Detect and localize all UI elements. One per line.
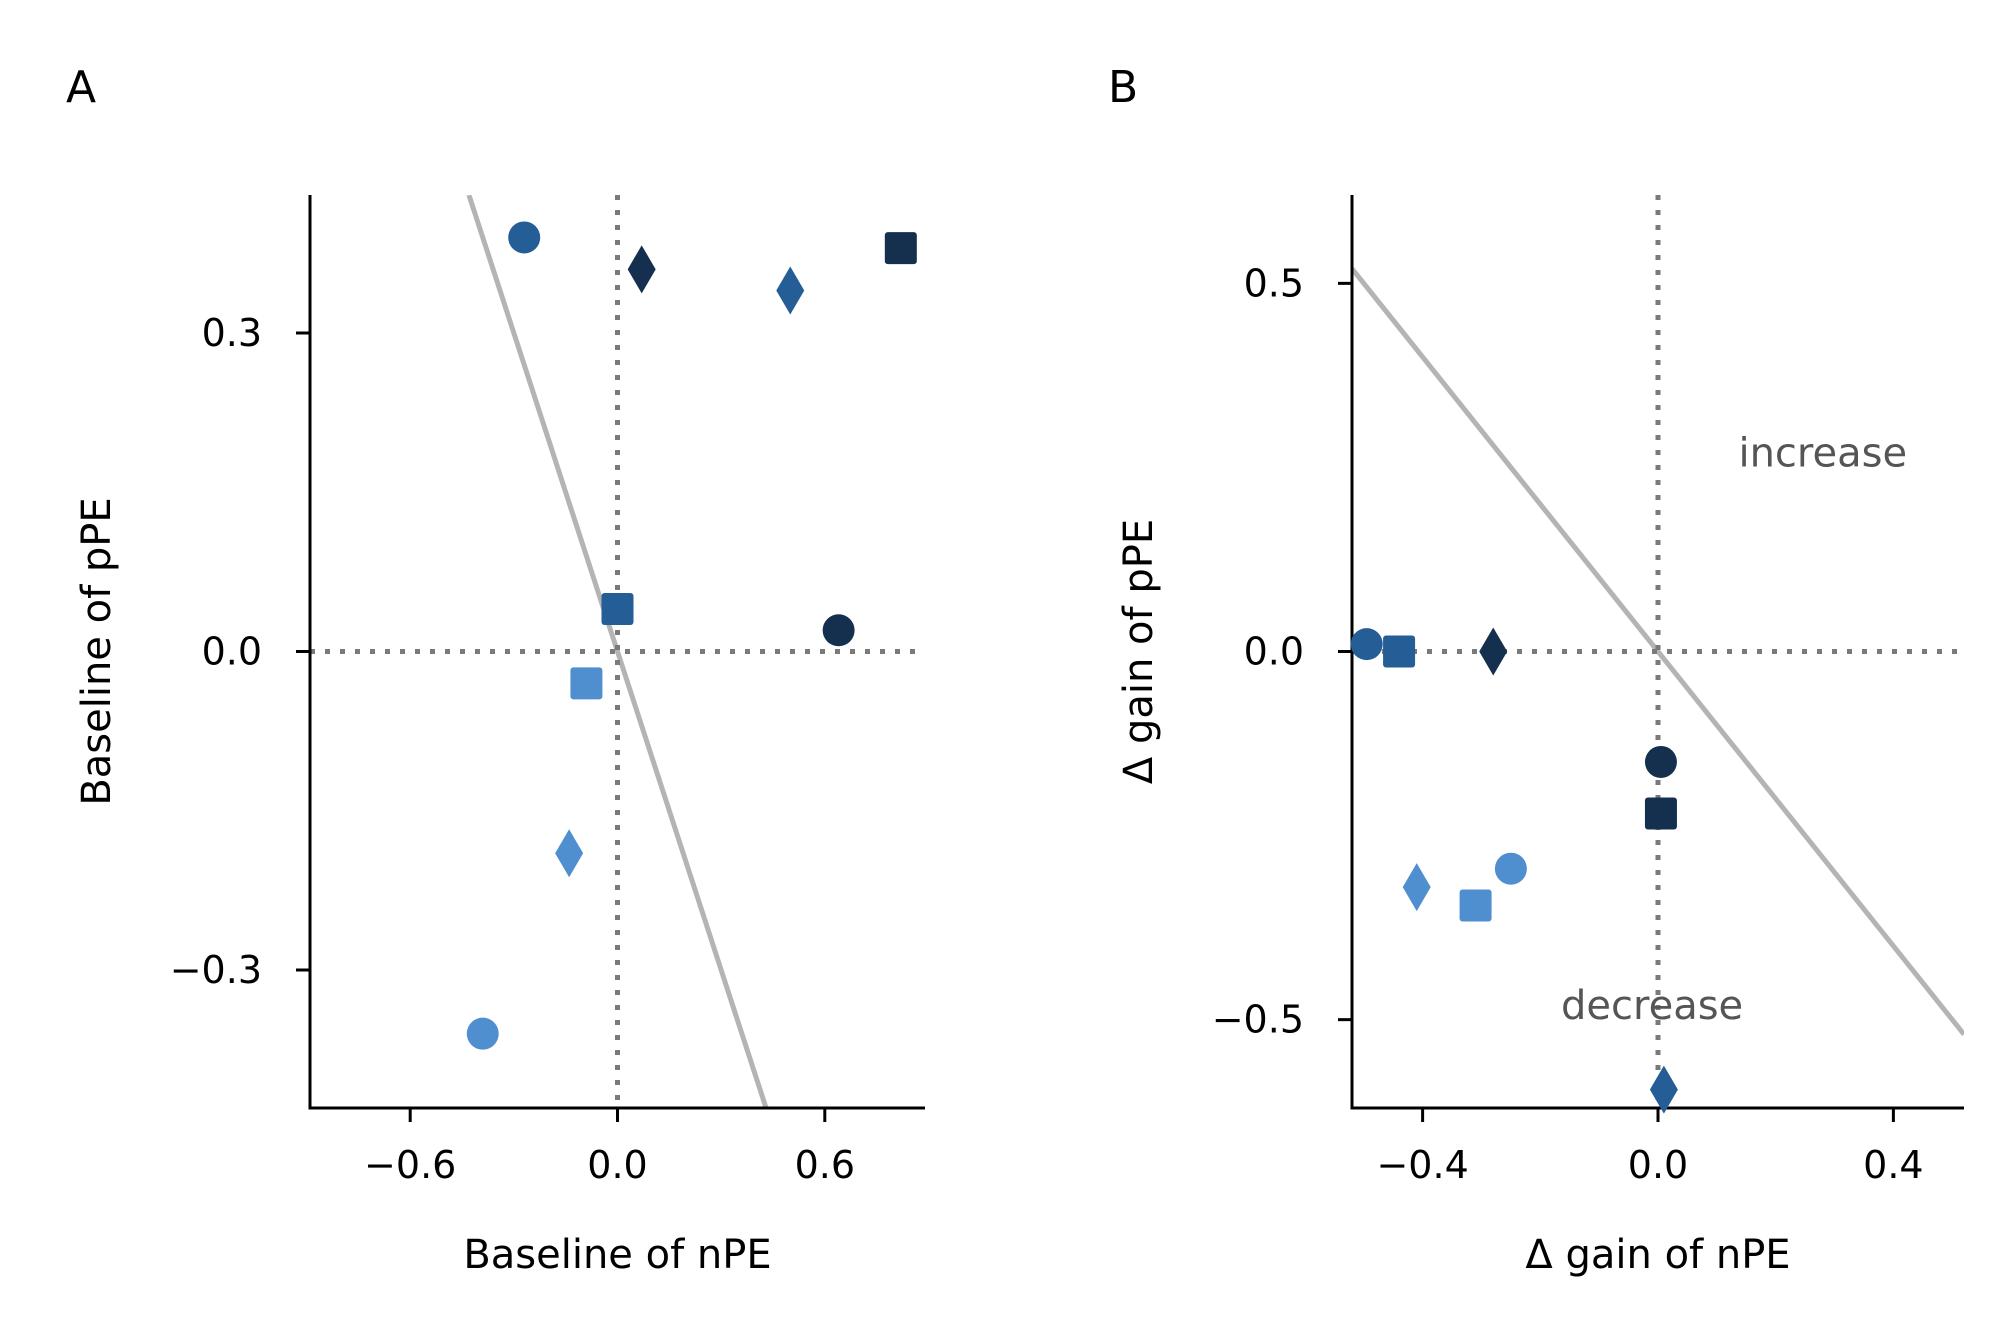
point-square (601, 593, 634, 626)
y-tick-label: 0.5 (1244, 261, 1304, 305)
y-tick-label: 0.0 (202, 630, 262, 674)
y-axis-label: Baseline of pPE (74, 497, 120, 805)
point-circle (466, 1017, 499, 1050)
x-tick-label: 0.4 (1863, 1143, 1923, 1187)
point-circle (1350, 628, 1383, 661)
point-square (1459, 889, 1492, 922)
annotation-decrease: decrease (1561, 983, 1743, 1029)
y-tick-label: −0.3 (170, 948, 262, 992)
point-square (1644, 797, 1677, 830)
point-diamond (1479, 627, 1508, 676)
panel-b: −0.4 0.0 0.4 −0.5 0.0 0.5 Δ gain of nPE Δ gain … (1116, 195, 1964, 1278)
panel-a: −0.6 0.0 0.6 −0.3 0.0 0.3 Baseline of nPE Basel… (74, 195, 925, 1278)
panel-label-b: B (1108, 62, 1138, 113)
point-square (1383, 635, 1416, 668)
x-axis-label: Baseline of nPE (463, 1232, 771, 1278)
point-diamond (776, 266, 805, 315)
y-tick-label: 0.0 (1244, 630, 1304, 674)
point-circle (508, 221, 541, 254)
x-axis-label: Δ gain of nPE (1525, 1232, 1790, 1278)
point-circle (1494, 852, 1527, 885)
x-tick-label: 0.6 (795, 1143, 855, 1187)
reference-line (466, 195, 769, 1108)
annotation-increase: increase (1738, 431, 1907, 477)
point-square (570, 667, 603, 700)
y-tick-label: 0.3 (202, 311, 262, 355)
point-diamond (1402, 863, 1431, 912)
reference-line (1352, 267, 1964, 1036)
panel-label-a: A (66, 62, 96, 113)
point-diamond (555, 829, 584, 878)
x-tick-label: 0.0 (1628, 1143, 1688, 1187)
y-axis-label: Δ gain of pPE (1116, 519, 1162, 784)
point-circle (822, 614, 855, 647)
x-tick-label: −0.4 (1376, 1143, 1468, 1187)
point-square (884, 232, 917, 265)
point-diamond (1649, 1065, 1678, 1114)
y-tick-label: −0.5 (1212, 998, 1304, 1042)
point-diamond (627, 245, 656, 294)
point-circle (1644, 745, 1677, 778)
x-tick-label: −0.6 (364, 1143, 456, 1187)
x-tick-label: 0.0 (587, 1143, 647, 1187)
